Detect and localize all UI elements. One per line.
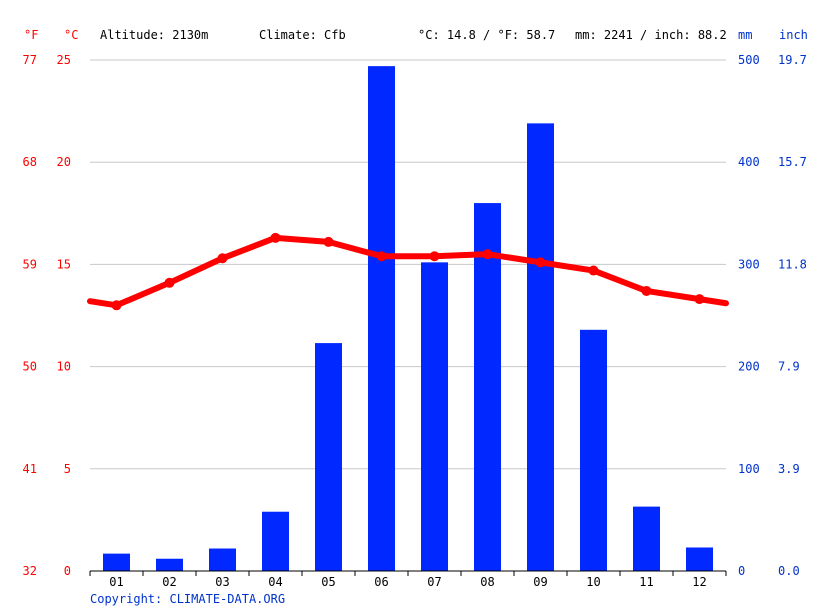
x-tick-label: 05 — [321, 575, 335, 589]
precipitation-bar — [315, 343, 342, 571]
temperature-point — [429, 251, 440, 262]
precipitation-total-label: mm: 2241 / inch: 88.2 — [575, 28, 727, 42]
temperature-line — [87, 234, 729, 309]
x-tick-label: 11 — [639, 575, 653, 589]
precipitation-bar — [633, 506, 660, 571]
inch-tick-label: 19.7 — [778, 53, 807, 67]
temperature-point — [588, 265, 599, 276]
celsius-tick-label: 25 — [57, 53, 71, 67]
precipitation-bar — [686, 547, 713, 571]
precipitation-bar — [103, 553, 130, 571]
x-tick-label: 04 — [268, 575, 282, 589]
mm-tick-label: 400 — [738, 155, 760, 169]
mm-tick-label: 0 — [738, 564, 745, 578]
temperature-point — [323, 236, 334, 247]
fahrenheit-tick-label: 32 — [23, 564, 37, 578]
fahrenheit-tick-label: 59 — [23, 257, 37, 271]
inch-tick-label: 15.7 — [778, 155, 807, 169]
precipitation-bar — [156, 558, 183, 571]
precipitation-bar — [368, 66, 395, 571]
x-tick-label: 01 — [109, 575, 123, 589]
fahrenheit-tick-label: 68 — [23, 155, 37, 169]
precipitation-bar — [262, 511, 289, 571]
fahrenheit-tick-label: 41 — [23, 462, 37, 476]
temperature-average-label: °C: 14.8 / °F: 58.7 — [418, 28, 556, 42]
temperature-point — [217, 253, 228, 264]
temperature-point — [111, 300, 122, 311]
fahrenheit-tick-label: 77 — [23, 53, 37, 67]
x-tick-label: 07 — [427, 575, 441, 589]
mm-unit-label: mm — [738, 28, 753, 42]
celsius-tick-label: 20 — [57, 155, 71, 169]
celsius-unit-label: °C — [64, 28, 79, 42]
x-tick-label: 03 — [215, 575, 229, 589]
temperature-point — [641, 285, 652, 296]
mm-tick-label: 500 — [738, 53, 760, 67]
celsius-tick-label: 10 — [57, 360, 71, 374]
precipitation-bar — [474, 203, 501, 571]
temperature-point — [535, 257, 546, 268]
precipitation-bar — [527, 123, 554, 571]
fahrenheit-unit-label: °F — [24, 28, 39, 42]
precipitation-bar — [209, 548, 236, 571]
celsius-tick-label: 5 — [64, 462, 71, 476]
altitude-label: Altitude: 2130m — [100, 28, 209, 42]
mm-tick-label: 300 — [738, 257, 760, 271]
x-tick-label: 08 — [480, 575, 494, 589]
x-tick-label: 12 — [692, 575, 706, 589]
x-tick-label: 06 — [374, 575, 388, 589]
x-tick-label: 10 — [586, 575, 600, 589]
copyright-label[interactable]: Copyright: CLIMATE-DATA.ORG — [90, 592, 286, 606]
temperature-point — [164, 277, 175, 288]
precipitation-bar — [421, 262, 448, 571]
climate-label: Climate: Cfb — [259, 28, 346, 42]
inch-unit-label: inch — [779, 28, 808, 42]
inch-tick-label: 7.9 — [778, 360, 800, 374]
inch-tick-label: 3.9 — [778, 462, 800, 476]
mm-tick-label: 200 — [738, 360, 760, 374]
precipitation-bar — [580, 329, 607, 571]
celsius-tick-label: 15 — [57, 257, 71, 271]
temperature-point — [270, 232, 281, 243]
fahrenheit-tick-label: 50 — [23, 360, 37, 374]
x-tick-label: 09 — [533, 575, 547, 589]
temperature-point — [482, 249, 493, 260]
inch-tick-label: 0.0 — [778, 564, 800, 578]
celsius-tick-label: 0 — [64, 564, 71, 578]
mm-tick-label: 100 — [738, 462, 760, 476]
inch-tick-label: 11.8 — [778, 257, 807, 271]
temperature-point — [694, 294, 705, 305]
x-tick-label: 02 — [162, 575, 176, 589]
temperature-point — [376, 251, 387, 262]
